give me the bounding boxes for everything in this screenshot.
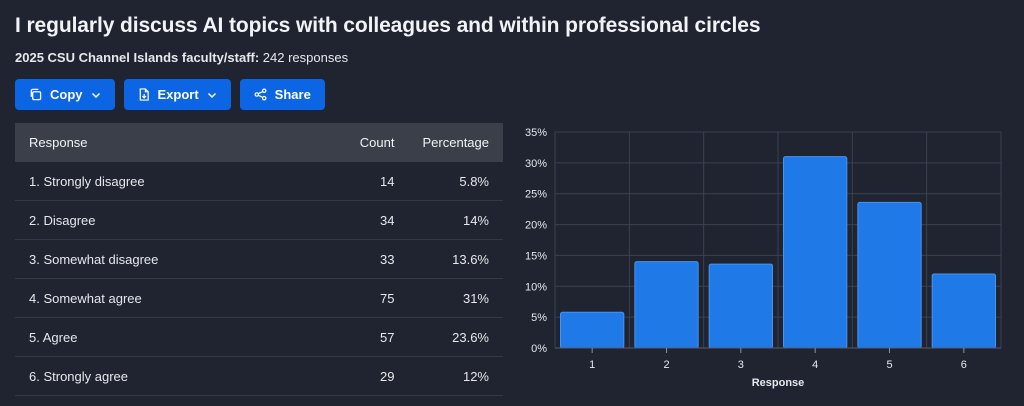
cell-count: 57 — [281, 317, 409, 357]
x-tick-label: 3 — [738, 359, 744, 371]
response-bar-chart: 0% 5% 10% 15% 20% 25% 30% 35% 1 2 3 4 5 6 Response — [525, 127, 1002, 389]
table-row: 2. Disagree 34 14% — [15, 200, 503, 240]
table-row: 1. Strongly disagree 14 5.8% — [15, 162, 503, 201]
cell-response: 6. Strongly agree — [15, 356, 282, 396]
cell-percentage: 13.6% — [408, 239, 503, 279]
cell-response: 4. Somewhat agree — [15, 278, 282, 318]
x-tick-label: 2 — [663, 359, 669, 371]
x-tick-label: 4 — [812, 359, 818, 371]
cell-percentage: 12% — [408, 356, 503, 396]
x-tick-label: 6 — [961, 359, 967, 371]
export-label: Export — [157, 87, 199, 102]
cell-response: 1. Strongly disagree — [15, 162, 282, 201]
y-tick-label: 30% — [525, 158, 547, 170]
chevron-down-icon — [207, 90, 217, 100]
table-header-row: Response Count Percentage — [15, 123, 503, 162]
y-tick-label: 35% — [525, 127, 547, 139]
y-tick-label: 15% — [525, 250, 547, 262]
y-tick-label: 0% — [531, 343, 547, 355]
table-row: 6. Strongly agree 29 12% — [15, 356, 503, 396]
share-icon — [254, 88, 267, 101]
y-tick-label: 25% — [525, 189, 547, 201]
y-tick-label: 10% — [525, 281, 547, 293]
cell-percentage: 23.6% — [408, 317, 503, 357]
file-icon — [138, 88, 150, 101]
y-tick-label: 20% — [525, 220, 547, 232]
table-row: 5. Agree 57 23.6% — [15, 317, 503, 357]
share-button[interactable]: Share — [239, 79, 325, 110]
table-row: 4. Somewhat agree 75 31% — [15, 278, 503, 318]
export-button[interactable]: Export — [123, 79, 231, 110]
bar — [634, 261, 699, 349]
bar — [560, 311, 625, 349]
column-header-count: Count — [359, 135, 395, 150]
x-tick-label: 1 — [589, 359, 595, 371]
cell-count: 33 — [281, 239, 409, 279]
share-label: Share — [274, 87, 311, 102]
column-header-percentage: Percentage — [422, 135, 490, 150]
cell-count: 34 — [281, 200, 409, 240]
cell-count: 29 — [281, 356, 409, 396]
subtitle-responses: 242 responses — [259, 50, 349, 65]
toolbar: Copy Export Share — [15, 79, 325, 110]
page-title: I regularly discuss AI topics with colle… — [15, 14, 761, 37]
chevron-down-icon — [91, 90, 101, 100]
response-table: Response Count Percentage 1. Strongly di… — [15, 123, 503, 396]
x-axis-title: Response — [752, 377, 805, 389]
cell-count: 75 — [281, 278, 409, 318]
cell-response: 2. Disagree — [15, 200, 282, 240]
table-row: 3. Somewhat disagree 33 13.6% — [15, 239, 503, 279]
bar — [708, 263, 774, 349]
page-subtitle: 2025 CSU Channel Islands faculty/staff: … — [15, 50, 348, 65]
cell-percentage: 14% — [408, 200, 503, 240]
bar — [783, 156, 848, 349]
copy-icon — [29, 88, 42, 101]
y-tick-label: 5% — [531, 312, 547, 324]
bar — [931, 273, 996, 349]
bar — [857, 201, 922, 349]
cell-percentage: 31% — [408, 278, 503, 318]
subtitle-population: 2025 CSU Channel Islands faculty/staff: — [15, 50, 260, 65]
column-header-response: Response — [29, 135, 88, 150]
copy-button[interactable]: Copy — [15, 79, 115, 110]
copy-label: Copy — [50, 87, 83, 102]
cell-response: 3. Somewhat disagree — [15, 239, 282, 279]
cell-percentage: 5.8% — [408, 162, 503, 201]
x-tick-label: 5 — [886, 359, 892, 371]
cell-response: 5. Agree — [15, 317, 282, 357]
cell-count: 14 — [281, 162, 409, 201]
